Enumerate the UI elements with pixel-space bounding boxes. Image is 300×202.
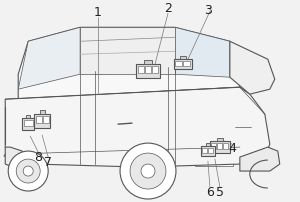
Text: 5: 5 [216, 185, 224, 198]
Bar [152, 66, 158, 74]
Bar [208, 148, 213, 153]
Text: 3: 3 [204, 4, 212, 17]
Bar [26, 115, 30, 119]
Bar [224, 143, 228, 149]
Bar [176, 61, 182, 67]
Circle shape [120, 143, 176, 199]
Text: 2: 2 [164, 2, 172, 15]
Bar [136, 65, 160, 79]
Bar [201, 146, 215, 156]
Circle shape [130, 153, 166, 189]
Text: 7: 7 [44, 155, 52, 168]
Polygon shape [18, 28, 240, 100]
Text: 1: 1 [94, 6, 102, 19]
Bar [217, 138, 223, 141]
Polygon shape [80, 28, 175, 75]
Polygon shape [18, 28, 80, 90]
Bar [195, 154, 233, 166]
Circle shape [141, 164, 155, 178]
Polygon shape [5, 88, 270, 167]
Text: 4: 4 [228, 141, 236, 154]
Polygon shape [175, 28, 230, 78]
Polygon shape [5, 147, 25, 169]
Polygon shape [95, 32, 165, 75]
Bar [22, 119, 34, 130]
Circle shape [23, 166, 33, 176]
Bar [137, 66, 144, 74]
Bar [34, 115, 50, 128]
Bar [235, 110, 251, 147]
Bar [212, 143, 216, 149]
Bar [24, 120, 33, 127]
Bar [145, 66, 151, 74]
Circle shape [16, 159, 40, 183]
Bar [210, 141, 230, 153]
Text: 6: 6 [206, 185, 214, 198]
Polygon shape [240, 147, 280, 171]
Bar [36, 116, 42, 124]
Bar [202, 148, 207, 153]
Bar [144, 61, 152, 65]
Circle shape [8, 151, 48, 191]
Polygon shape [82, 38, 92, 75]
Bar [180, 57, 186, 60]
Bar [174, 60, 192, 70]
Bar [43, 116, 49, 124]
Bar [218, 143, 222, 149]
Bar [40, 110, 45, 115]
Bar [206, 143, 210, 146]
Text: 8: 8 [34, 150, 42, 163]
Polygon shape [230, 42, 275, 95]
Bar [183, 61, 190, 67]
